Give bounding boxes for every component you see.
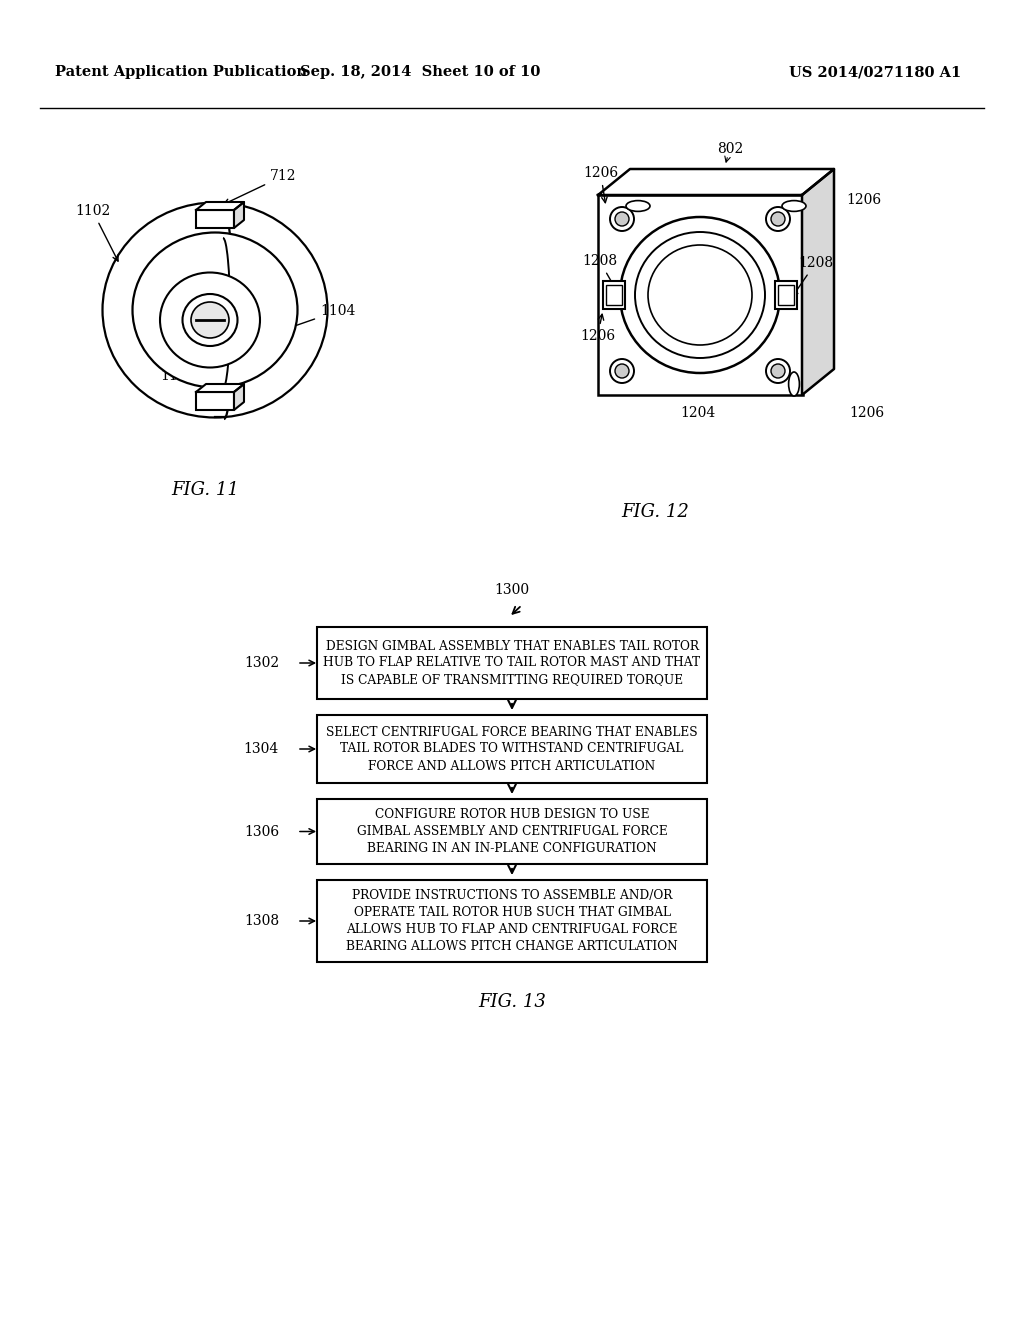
Ellipse shape: [191, 302, 229, 338]
Text: US 2014/0271180 A1: US 2014/0271180 A1: [788, 65, 962, 79]
Text: 1206: 1206: [849, 407, 884, 420]
Bar: [778, 285, 794, 305]
Ellipse shape: [610, 359, 634, 383]
FancyBboxPatch shape: [317, 715, 707, 783]
Bar: [598, 195, 803, 395]
Bar: [196, 392, 234, 411]
Polygon shape: [234, 384, 244, 411]
Text: 1304: 1304: [244, 742, 279, 756]
Text: 712: 712: [224, 169, 297, 205]
Ellipse shape: [771, 364, 785, 378]
FancyBboxPatch shape: [317, 799, 707, 865]
Text: 1306: 1306: [244, 825, 279, 838]
Text: 1208: 1208: [793, 256, 834, 297]
Bar: [606, 285, 622, 305]
Ellipse shape: [132, 232, 298, 388]
Text: 1204: 1204: [680, 407, 715, 420]
Text: FIG. 12: FIG. 12: [622, 503, 689, 521]
Polygon shape: [234, 202, 244, 228]
Polygon shape: [598, 169, 834, 195]
Ellipse shape: [610, 207, 634, 231]
Ellipse shape: [766, 359, 790, 383]
Bar: [775, 281, 797, 309]
Polygon shape: [196, 202, 244, 210]
Ellipse shape: [782, 201, 806, 211]
Ellipse shape: [102, 202, 328, 417]
Ellipse shape: [771, 213, 785, 226]
Bar: [196, 210, 234, 228]
Text: DESIGN GIMBAL ASSEMBLY THAT ENABLES TAIL ROTOR
HUB TO FLAP RELATIVE TO TAIL ROTO: DESIGN GIMBAL ASSEMBLY THAT ENABLES TAIL…: [324, 639, 700, 686]
Text: 1308: 1308: [244, 913, 279, 928]
Ellipse shape: [620, 216, 780, 374]
Text: 1208: 1208: [582, 253, 620, 296]
Text: CONFIGURE ROTOR HUB DESIGN TO USE
GIMBAL ASSEMBLY AND CENTRIFUGAL FORCE
BEARING : CONFIGURE ROTOR HUB DESIGN TO USE GIMBAL…: [356, 808, 668, 855]
Text: 1202: 1202: [710, 293, 745, 308]
Bar: [603, 281, 625, 309]
Text: 1302: 1302: [244, 656, 279, 671]
Ellipse shape: [766, 207, 790, 231]
Text: PROVIDE INSTRUCTIONS TO ASSEMBLE AND/OR
OPERATE TAIL ROTOR HUB SUCH THAT GIMBAL
: PROVIDE INSTRUCTIONS TO ASSEMBLE AND/OR …: [346, 888, 678, 953]
Text: 1206: 1206: [583, 166, 618, 203]
Text: 1300: 1300: [495, 583, 529, 597]
Ellipse shape: [615, 364, 629, 378]
Ellipse shape: [635, 232, 765, 358]
Text: SELECT CENTRIFUGAL FORCE BEARING THAT ENABLES
TAIL ROTOR BLADES TO WITHSTAND CEN: SELECT CENTRIFUGAL FORCE BEARING THAT EN…: [327, 726, 697, 772]
Text: 802: 802: [717, 143, 743, 156]
Ellipse shape: [788, 372, 800, 396]
Polygon shape: [196, 384, 244, 392]
Text: FIG. 13: FIG. 13: [478, 993, 546, 1011]
Text: 1102: 1102: [75, 205, 118, 261]
Text: Sep. 18, 2014  Sheet 10 of 10: Sep. 18, 2014 Sheet 10 of 10: [300, 65, 541, 79]
Ellipse shape: [615, 213, 629, 226]
Ellipse shape: [626, 201, 650, 211]
Text: 1104: 1104: [287, 304, 355, 330]
Polygon shape: [802, 169, 834, 395]
FancyBboxPatch shape: [317, 627, 707, 700]
Text: 1206: 1206: [846, 193, 881, 207]
Text: 1106: 1106: [160, 370, 196, 383]
Text: Patent Application Publication: Patent Application Publication: [55, 65, 307, 79]
Text: FIG. 11: FIG. 11: [171, 480, 239, 499]
Ellipse shape: [160, 272, 260, 367]
FancyBboxPatch shape: [317, 880, 707, 962]
Ellipse shape: [182, 294, 238, 346]
Text: 1206: 1206: [580, 314, 615, 343]
